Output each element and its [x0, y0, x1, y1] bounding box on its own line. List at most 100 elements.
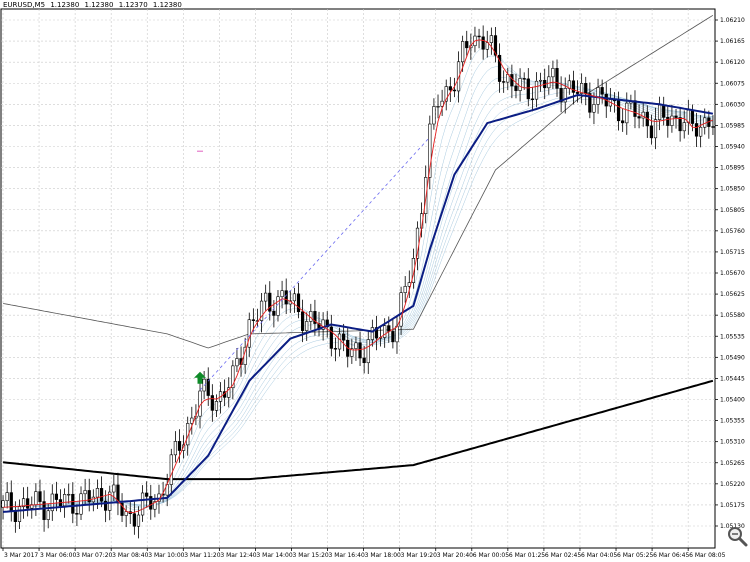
- x-tick-label: 3 Mar 07:20: [76, 552, 112, 559]
- candle-body: [292, 293, 297, 302]
- candle-body: [333, 348, 338, 350]
- plot-area[interactable]: [0, 8, 716, 549]
- candle-body: [231, 365, 235, 389]
- candle-body: [235, 358, 239, 367]
- candle-body: [67, 493, 71, 496]
- y-tick-label: 1.06075: [720, 80, 745, 87]
- x-tick-label: 3 Mar 08:40: [112, 552, 148, 559]
- candle-body: [637, 116, 641, 119]
- candle-body: [21, 498, 26, 507]
- x-tick-label: 3 Mar 2017: [4, 552, 38, 559]
- candle-body: [136, 514, 141, 527]
- candle-body: [214, 401, 219, 411]
- candle-body: [38, 491, 42, 502]
- mid-blue-ma: [3, 93, 714, 513]
- dashed-trend-line: [199, 136, 431, 391]
- symbol-name: EURUSD,M5: [3, 1, 46, 9]
- candle-body: [616, 100, 621, 122]
- candle-body: [42, 501, 46, 520]
- candle-body: [518, 78, 522, 91]
- y-tick-label: 1.05670: [720, 270, 745, 277]
- candle-body: [694, 123, 699, 137]
- y-tick-label: 1.05130: [720, 523, 745, 530]
- candle-body: [678, 117, 682, 132]
- candle-body: [305, 321, 309, 331]
- candle-body: [530, 98, 535, 100]
- candle-body: [62, 494, 67, 507]
- buy-arrow-icon: [194, 371, 207, 384]
- candle-body: [559, 88, 563, 103]
- x-tick-label: 3 Mar 19:20: [401, 552, 437, 559]
- candle-body: [502, 81, 506, 83]
- candle-body: [551, 68, 555, 78]
- candle-body: [456, 61, 461, 92]
- candle-body: [621, 120, 625, 124]
- candle-body: [596, 87, 600, 105]
- candle-body: [711, 126, 715, 128]
- candle-body: [206, 378, 210, 396]
- x-tick-label: 3 Mar 15:20: [292, 552, 328, 559]
- candle-body: [653, 119, 658, 139]
- candle-body: [522, 78, 526, 80]
- magnifier-icon[interactable]: [726, 525, 748, 547]
- candle-body: [670, 115, 674, 126]
- x-tick-label: 3 Mar 16:40: [329, 552, 365, 559]
- candle-body: [452, 89, 457, 92]
- candle-body: [485, 42, 489, 50]
- x-tick-label: 6 Mar 05:25: [617, 552, 653, 559]
- candle-body: [284, 290, 288, 305]
- price-open: 1.12380: [50, 1, 80, 9]
- fast-red-ma: [3, 39, 714, 514]
- candle-body: [30, 504, 34, 509]
- candle-body: [190, 417, 194, 424]
- candle-body: [17, 506, 22, 522]
- y-tick-label: 1.05400: [720, 397, 745, 404]
- candle-body: [699, 126, 703, 137]
- candle-body: [169, 454, 173, 485]
- candle-body: [403, 286, 407, 293]
- candle-body: [633, 100, 637, 117]
- candle-body: [411, 258, 416, 283]
- y-tick-label: 1.05805: [720, 207, 745, 214]
- candle-body: [362, 357, 366, 364]
- candle-body: [210, 395, 214, 411]
- x-tick-label: 3 Mar 10:00: [148, 552, 184, 559]
- candle-body: [247, 319, 251, 348]
- price-high: 1.12380: [84, 1, 114, 9]
- long-ma: [3, 379, 714, 481]
- candle-body: [280, 290, 284, 298]
- candle-body: [13, 510, 17, 522]
- x-tick-label: 6 Mar 01:25: [509, 552, 545, 559]
- y-tick-label: 1.05445: [720, 375, 745, 382]
- candle-body: [276, 296, 280, 316]
- candle-body: [563, 88, 567, 103]
- candle-body: [145, 492, 149, 497]
- candle-body: [555, 68, 559, 89]
- y-tick-label: 1.05535: [720, 333, 745, 340]
- candle-body: [374, 327, 379, 339]
- candle-body: [580, 83, 584, 94]
- candle-body: [477, 35, 481, 38]
- candle-body: [342, 333, 346, 341]
- candle-body: [46, 510, 50, 520]
- candle-body: [489, 35, 493, 43]
- candle-body: [181, 444, 186, 451]
- candle-body: [173, 441, 178, 456]
- y-tick-label: 1.05355: [720, 418, 745, 425]
- candle-body: [71, 493, 75, 514]
- candle-body: [140, 492, 145, 516]
- candle-body: [132, 513, 136, 527]
- candle-body: [9, 492, 13, 511]
- candle-body: [399, 292, 403, 327]
- slow-gray-ma: [3, 14, 714, 349]
- y-tick-label: 1.05625: [720, 291, 745, 298]
- candle-body: [465, 41, 469, 49]
- candle-body: [649, 125, 654, 139]
- price-low: 1.12370: [118, 1, 148, 9]
- candle-body: [666, 117, 670, 126]
- x-tick-label: 3 Mar 12:40: [220, 552, 256, 559]
- candle-body: [83, 490, 87, 495]
- candle-body: [428, 123, 432, 178]
